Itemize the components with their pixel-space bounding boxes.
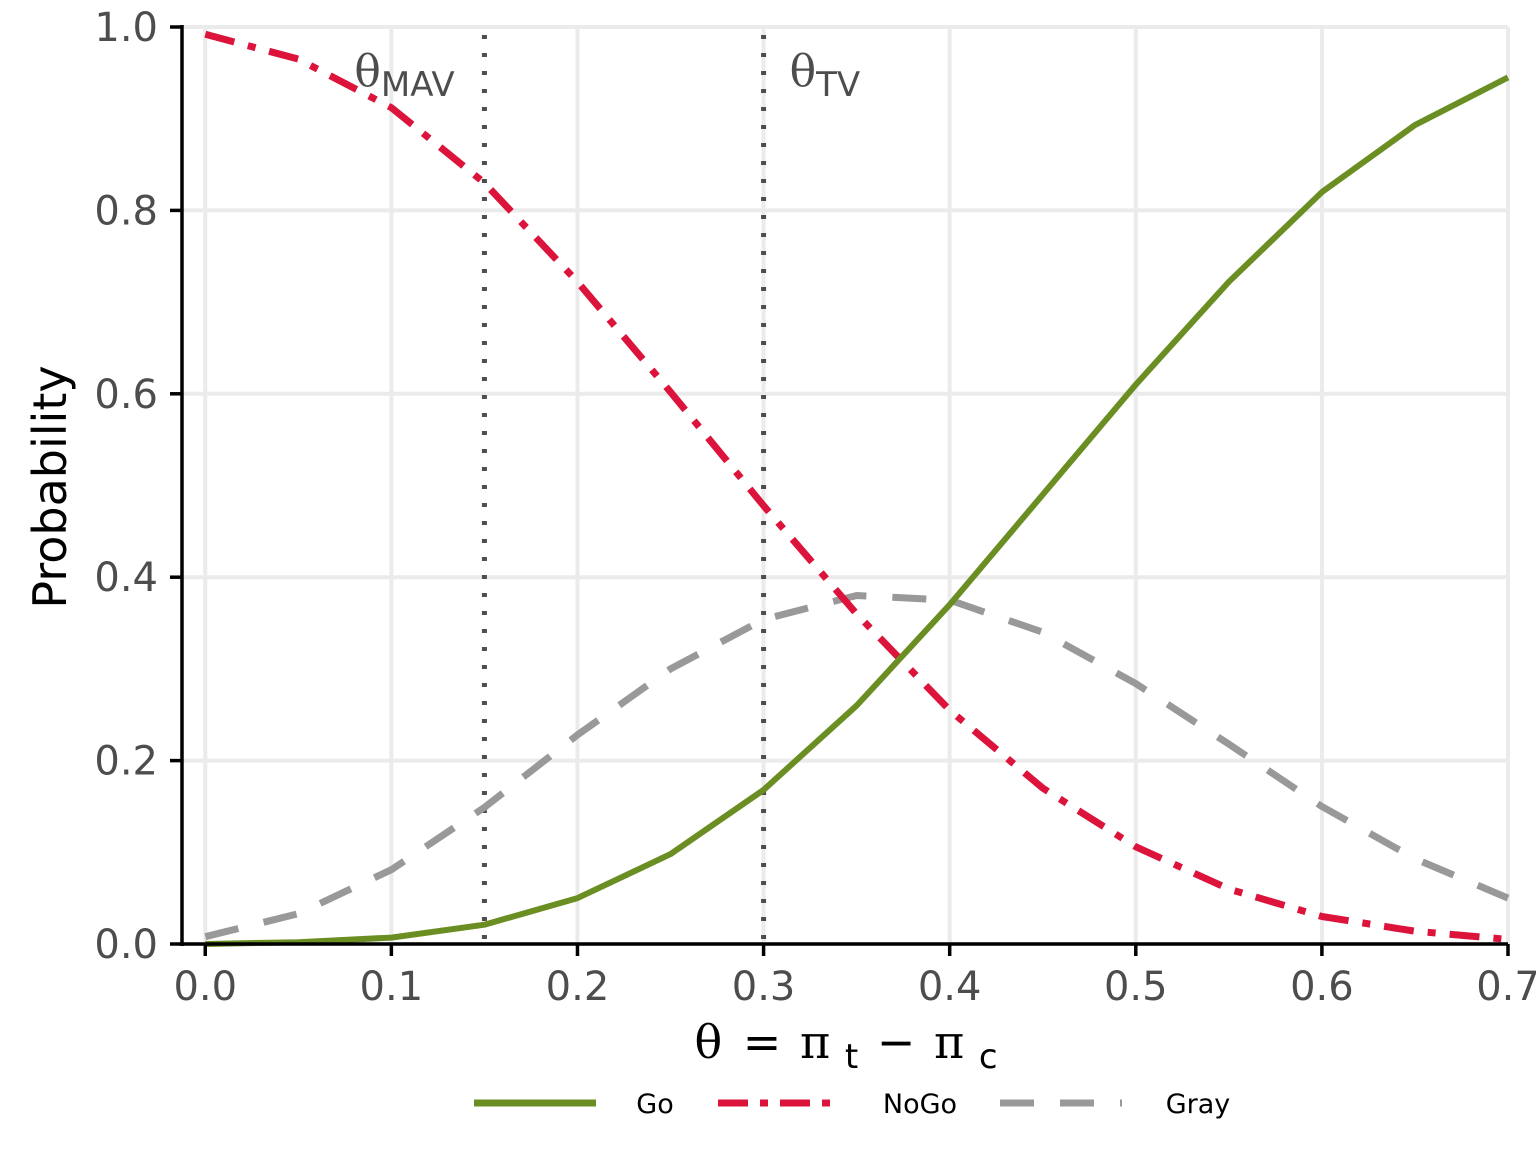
y-tick-label-4: 0.8 [94,188,158,234]
x-title-pi2: π [934,1015,964,1069]
x-tick-label-0: 0.0 [173,964,237,1010]
series-lines [204,30,1510,947]
x-tick-label-7: 0.7 [1476,964,1536,1010]
series-line-nogo [204,30,1509,943]
y-tick-label-0: 0.0 [94,922,158,968]
x-axis-title: θ = π t − π c [694,1015,997,1079]
y-tick-label-3: 0.6 [94,372,158,418]
reference-label-mav: θMAV [354,46,454,105]
series-line-gray [204,592,1510,941]
legend-label-go: Go [636,1089,673,1120]
series-line-go [205,74,1510,947]
x-title-pi1: π [800,1015,830,1069]
x-tick-label-1: 0.1 [360,964,424,1010]
x-title-theta: θ [694,1015,722,1069]
y-tick-label-2: 0.4 [94,555,158,601]
axes [170,25,1510,956]
reference-lines: θMAV θTV [354,35,860,944]
reference-label-sub: MAV [381,65,455,105]
reference-label-main: θ [790,46,817,97]
x-title-sub2: c [979,1037,998,1077]
legend-label-nogo: NoGo [883,1089,957,1120]
x-tick-label-2: 0.2 [546,964,610,1010]
y-tick-label-1: 0.2 [94,739,158,785]
y-axis-title: Probability [23,365,77,608]
x-title-sub1: t [845,1037,858,1077]
x-title-eq: = [743,1015,782,1069]
reference-label-sub: TV [815,65,860,105]
x-tick-label-6: 0.6 [1290,964,1354,1010]
y-tick-label-5: 1.0 [94,5,158,51]
x-tick-label-5: 0.5 [1104,964,1168,1010]
tick-labels: 0.0 0.1 0.2 0.3 0.4 0.5 0.6 0.7 0.0 0.2 0.4 0.6 0.8 1… [94,5,1536,1010]
reference-label-tv: θTV [790,46,861,105]
grid-lines [182,25,1510,946]
legend-label-gray: Gray [1166,1089,1231,1120]
x-tick-label-3: 0.3 [732,964,796,1010]
reference-label-main: θ [354,46,381,97]
x-title-minus: − [877,1015,916,1069]
x-tick-label-4: 0.4 [918,964,982,1010]
legend: Go NoGo Gray [474,1089,1230,1120]
